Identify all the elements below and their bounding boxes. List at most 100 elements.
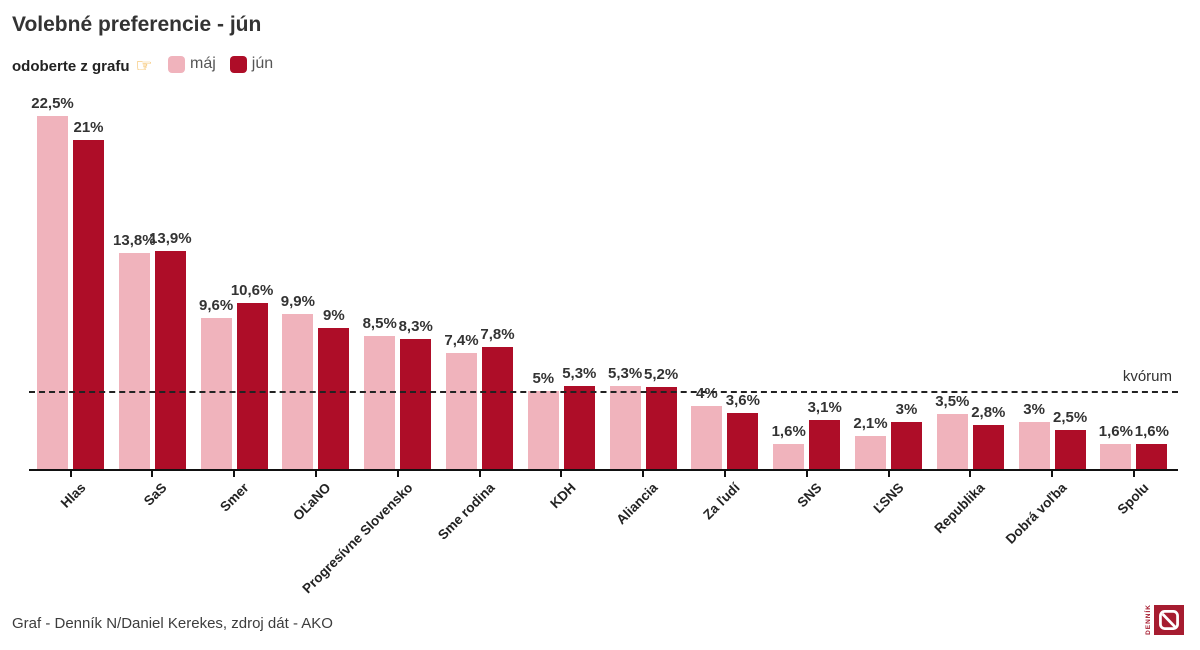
category-label-sme-rodina: Sme rodina xyxy=(434,480,498,543)
bar-j-n-za-ud- xyxy=(727,413,759,469)
bar-j-n-spolu xyxy=(1136,444,1168,469)
legend-swatch-jun[interactable] xyxy=(229,55,247,73)
quorum-threshold-line xyxy=(29,390,1178,393)
bar-m-j-za-ud- xyxy=(691,406,723,469)
value-label-m-j-hlas: 22,5% xyxy=(31,95,74,112)
legend: máj jún xyxy=(168,55,273,73)
bar-j-n-sas xyxy=(154,251,186,469)
category-label-za-ud-: Za ľudí xyxy=(700,480,743,523)
value-label-m-j-o-ano: 9,9% xyxy=(280,293,315,310)
value-label-m-j-sns: 1,6% xyxy=(771,423,806,440)
value-label-j-n-dobr-vo-ba: 2,5% xyxy=(1052,409,1088,426)
axis-tick xyxy=(1132,471,1135,477)
category-label-o-ano: OĽaNO xyxy=(289,480,334,524)
legend-instruction: odoberte z grafu xyxy=(12,57,130,75)
axis-tick xyxy=(642,471,645,477)
source-credit: Graf - Denník N/Daniel Kerekes, zdroj dá… xyxy=(12,615,333,632)
bar-m-j-smer xyxy=(200,318,232,469)
axis-tick xyxy=(887,471,890,477)
value-label-j-n-kdh: 5,3% xyxy=(562,365,597,382)
bar-m-j-progres-vne-slovensko xyxy=(364,336,396,469)
value-label-j-n-o-ano: 9% xyxy=(323,307,345,324)
legend-instruction-row: odoberte z grafu ☞ xyxy=(12,55,153,77)
value-label-j-n-hlas: 21% xyxy=(73,119,104,136)
axis-tick xyxy=(723,471,726,477)
value-label-m-j-sas: 13,8% xyxy=(113,232,156,249)
axis-tick xyxy=(560,471,563,477)
axis-tick xyxy=(233,471,236,477)
dennikn-logo[interactable]: DENNÍK xyxy=(1145,604,1184,635)
bar-j-n-kdh xyxy=(563,386,595,469)
value-label-m-j-sme-rodina: 7,4% xyxy=(444,332,479,349)
value-label-j-n-spolu: 1,6% xyxy=(1134,423,1169,440)
axis-tick xyxy=(478,471,481,477)
legend-item-maj[interactable]: máj xyxy=(168,55,216,73)
dennikn-logo-brand-text: DENNÍK xyxy=(1145,604,1152,635)
category-label-sas: SaS xyxy=(141,480,170,509)
value-label-j-n-smer: 10,6% xyxy=(230,282,274,299)
pointing-hand-icon: ☞ xyxy=(135,55,153,77)
value-label-j-n-za-ud-: 3,6% xyxy=(725,392,760,409)
bar-m-j--sns xyxy=(855,436,886,469)
axis-tick xyxy=(1051,471,1054,477)
bar-m-j-kdh xyxy=(527,391,559,469)
axis-tick xyxy=(969,471,972,477)
value-label-m-j-dobr-vo-ba: 3% xyxy=(1023,401,1045,418)
bar-j-n-sns xyxy=(809,420,841,469)
dennikn-logo-n-icon xyxy=(1153,604,1184,635)
value-label-m-j-spolu: 1,6% xyxy=(1098,423,1133,440)
value-label-m-j-aliancia: 5,3% xyxy=(607,365,643,382)
value-label-j-n-republika: 2,8% xyxy=(971,404,1006,421)
value-label-j-n-aliancia: 5,2% xyxy=(643,366,679,383)
category-label-sns: SNS xyxy=(794,480,825,511)
category-label-republika: Republika xyxy=(931,480,988,537)
value-label-m-j--sns: 2,1% xyxy=(853,415,888,432)
value-label-m-j-za-ud-: 4% xyxy=(696,385,718,402)
bar-j-n-smer xyxy=(236,303,268,469)
value-label-m-j-progres-vne-slovensko: 8,5% xyxy=(362,315,397,332)
axis-tick xyxy=(805,471,808,477)
legend-swatch-maj[interactable] xyxy=(168,55,185,73)
category-label-aliancia: Aliancia xyxy=(613,480,661,528)
bar-j-n--sns xyxy=(891,422,922,469)
bar-j-n-progres-vne-slovensko xyxy=(400,339,432,469)
axis-tick xyxy=(396,471,399,477)
axis-tick xyxy=(69,471,72,477)
category-label-hlas: Hlas xyxy=(57,480,89,511)
value-label-j-n-sme-rodina: 7,8% xyxy=(480,326,515,343)
value-label-m-j-republika: 3,5% xyxy=(935,393,970,410)
category-label--sns: ĽSNS xyxy=(870,480,907,517)
legend-item-jun[interactable]: jún xyxy=(229,55,274,73)
bar-m-j-sns xyxy=(773,444,805,469)
category-label-kdh: KDH xyxy=(547,480,579,512)
bar-j-n-aliancia xyxy=(645,387,677,469)
value-label-m-j-smer: 9,6% xyxy=(198,297,234,314)
axis-tick xyxy=(151,471,154,477)
bar-m-j-sme-rodina xyxy=(446,353,477,469)
axis-tick xyxy=(314,471,317,477)
value-label-j-n--sns: 3% xyxy=(895,401,918,418)
category-label-spolu: Spolu xyxy=(1114,480,1152,518)
legend-label-maj[interactable]: máj xyxy=(190,55,216,72)
bar-j-n-o-ano xyxy=(318,328,350,469)
page-title: Volebné preferencie - jún xyxy=(12,13,262,36)
bar-j-n-dobr-vo-ba xyxy=(1054,430,1086,469)
bar-j-n-republika xyxy=(972,425,1004,469)
value-label-j-n-sas: 13,9% xyxy=(149,230,192,247)
category-label-smer: Smer xyxy=(217,480,252,515)
bar-j-n-hlas xyxy=(73,140,104,469)
value-label-j-n-progres-vne-slovensko: 8,3% xyxy=(398,318,433,335)
bar-m-j-dobr-vo-ba xyxy=(1018,422,1050,469)
category-label-dobr-vo-ba: Dobrá voľba xyxy=(1002,480,1070,547)
quorum-label: kvórum xyxy=(1122,367,1172,385)
bar-m-j-spolu xyxy=(1100,444,1132,469)
bar-j-n-sme-rodina xyxy=(482,347,513,469)
x-axis-line xyxy=(29,469,1178,471)
legend-label-jun[interactable]: jún xyxy=(251,55,274,72)
bar-m-j-hlas xyxy=(37,116,68,469)
value-label-m-j-kdh: 5% xyxy=(532,370,555,387)
bar-m-j-sas xyxy=(118,253,150,469)
bar-m-j-republika xyxy=(936,414,968,469)
